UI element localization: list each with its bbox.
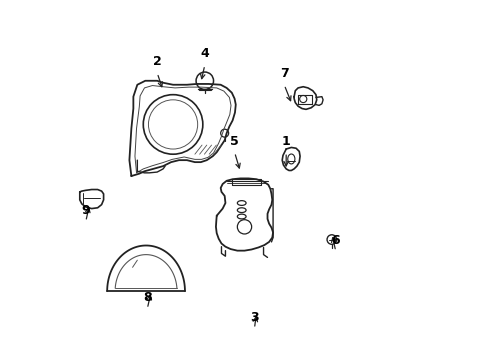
Text: 7: 7: [279, 67, 288, 80]
Text: 9: 9: [81, 204, 90, 217]
Text: 1: 1: [281, 135, 290, 148]
Text: 4: 4: [200, 47, 209, 60]
Text: 2: 2: [152, 55, 161, 68]
Text: 3: 3: [249, 311, 258, 324]
Text: 6: 6: [331, 234, 340, 247]
Text: 8: 8: [142, 291, 151, 305]
Text: 5: 5: [230, 135, 239, 148]
